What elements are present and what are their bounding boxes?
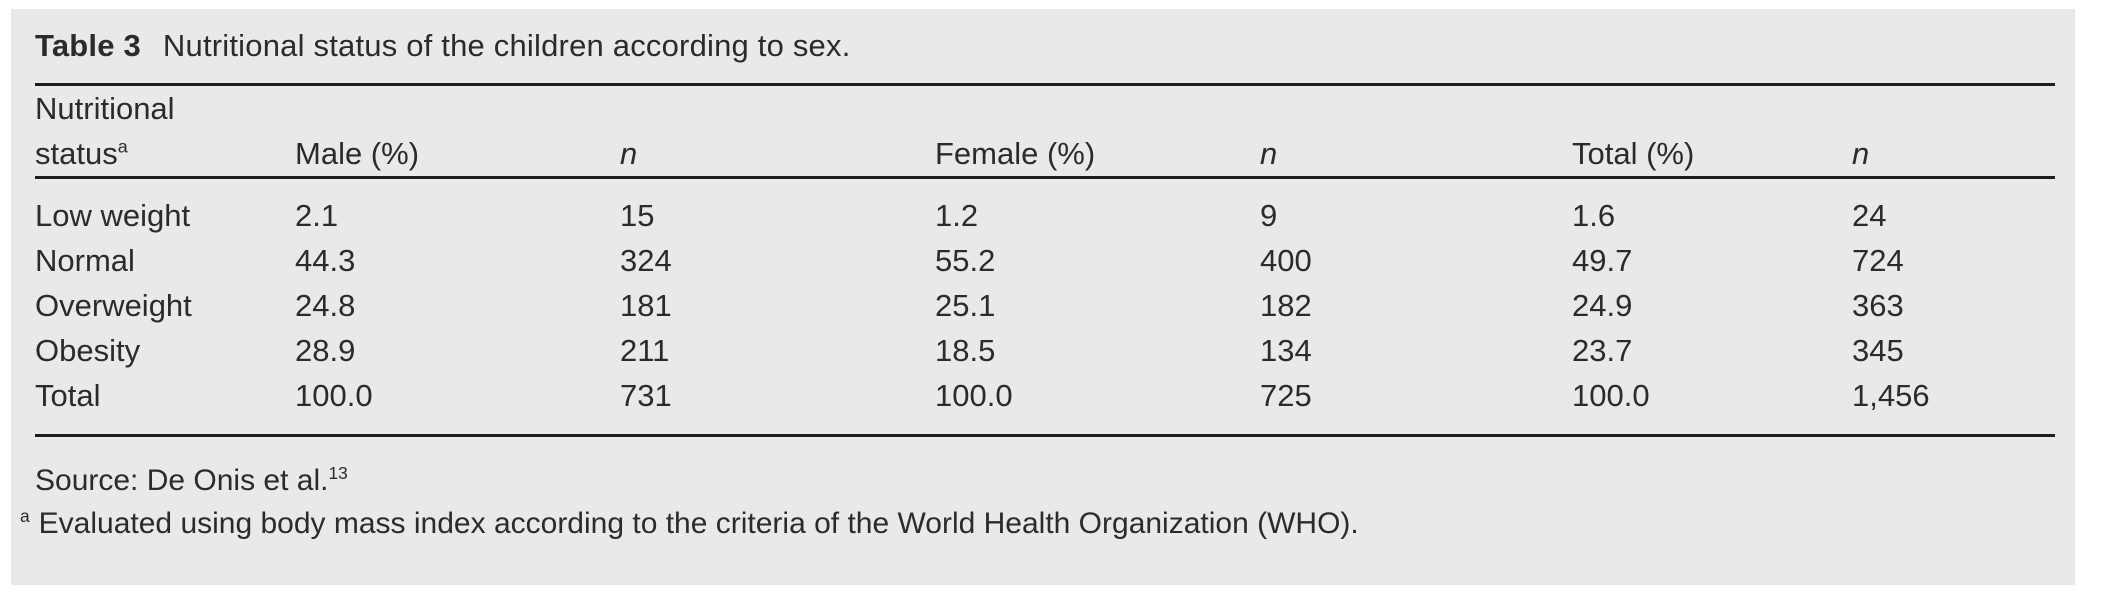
table-cell: 18.5	[935, 333, 996, 368]
table-cell: 324	[620, 243, 672, 278]
table-row-total: Total 100.0 731 100.0 725 100.0 1,456	[35, 373, 2055, 436]
table-title: Nutritional status of the children accor…	[162, 28, 851, 63]
table-cell: 24.9	[1572, 288, 1633, 323]
row-label: Low weight	[35, 198, 191, 233]
table-cell: 725	[1260, 378, 1312, 413]
table-cell: 44.3	[295, 243, 356, 278]
row-label: Total	[35, 378, 101, 413]
table-label: Table 3	[35, 28, 141, 63]
table-cell: 731	[620, 378, 672, 413]
table-row-obesity: Obesity 28.9 211 18.5 134 23.7 345	[35, 328, 2055, 373]
table-cell: 2.1	[295, 198, 339, 233]
table-body: Low weight 2.1 15 1.2 9 1.6 24 Normal 44…	[35, 178, 2055, 436]
table-cell: 23.7	[1572, 333, 1633, 368]
table-cell: 400	[1260, 243, 1312, 278]
table-row-normal: Normal 44.3 324 55.2 400 49.7 724	[35, 238, 2055, 283]
header-male-pct: Male (%)	[295, 84, 620, 179]
table-cell: 15	[620, 198, 655, 233]
header-total-pct: Total (%)	[1572, 84, 1852, 179]
footnote-marker: a	[20, 506, 30, 526]
table-footer: Source: De Onis et al.13 a Evaluated usin…	[20, 459, 2055, 545]
source-note: Source: De Onis et al.13	[35, 459, 2055, 502]
table-cell: 181	[620, 288, 672, 323]
header-female-n: n	[1260, 84, 1572, 179]
footnote-text: Evaluated using body mass index accordin…	[38, 507, 1359, 540]
table-cell: 100.0	[295, 378, 373, 413]
table-cell: 9	[1260, 198, 1278, 233]
header-total-n: n	[1852, 84, 2055, 179]
table-cell: 345	[1852, 333, 1904, 368]
table-cell: 100.0	[1572, 378, 1650, 413]
footnote-a: a Evaluated using body mass index accordi…	[20, 502, 2055, 545]
table-cell: 1.2	[935, 198, 979, 233]
source-reference-number: 13	[328, 463, 348, 483]
table-cell: 363	[1852, 288, 1904, 323]
table-row-overweight: Overweight 24.8 181 25.1 182 24.9 363	[35, 283, 2055, 328]
nutrition-table: Nutritional statusa Male (%) n Female (%…	[35, 83, 2055, 437]
header-row: Nutritional statusa Male (%) n Female (%…	[35, 84, 2055, 179]
table-cell: 49.7	[1572, 243, 1633, 278]
header-female-pct: Female (%)	[935, 84, 1260, 179]
table-caption: Table 3 Nutritional status of the childr…	[35, 9, 2055, 83]
row-label: Normal	[35, 243, 135, 278]
row-label: Obesity	[35, 333, 141, 368]
header-stub-line2: status	[35, 136, 118, 171]
table-cell: 182	[1260, 288, 1312, 323]
table-cell: 724	[1852, 243, 1904, 278]
table-header: Nutritional statusa Male (%) n Female (%…	[35, 84, 2055, 179]
row-label: Overweight	[35, 288, 192, 323]
table-cell: 100.0	[935, 378, 1013, 413]
header-stub-footnote-marker: a	[117, 136, 128, 157]
header-nutritional-status: Nutritional statusa	[35, 84, 295, 179]
table-cell: 24	[1852, 198, 1887, 233]
header-male-n: n	[620, 84, 935, 179]
table-cell: 28.9	[295, 333, 356, 368]
table-row-low-weight: Low weight 2.1 15 1.2 9 1.6 24	[35, 178, 2055, 239]
source-text: Source: De Onis et al.	[35, 464, 329, 497]
table-cell: 1,456	[1852, 378, 1930, 413]
table-cell: 55.2	[935, 243, 996, 278]
table-panel: Table 3 Nutritional status of the childr…	[11, 9, 2075, 585]
table-cell: 211	[620, 333, 670, 368]
table-cell: 25.1	[935, 288, 996, 323]
table-cell: 134	[1260, 333, 1312, 368]
header-stub-line1: Nutritional	[35, 91, 175, 126]
table-cell: 1.6	[1572, 198, 1616, 233]
table-cell: 24.8	[295, 288, 356, 323]
